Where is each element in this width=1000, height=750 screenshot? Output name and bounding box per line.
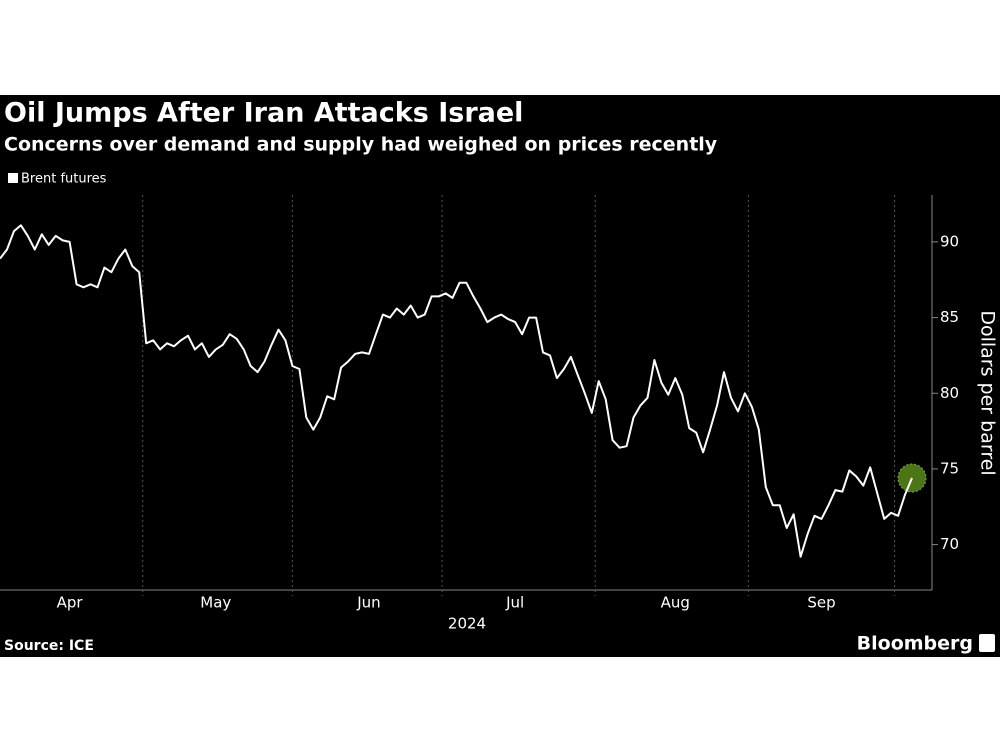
y-tick-label: 85: [940, 308, 959, 326]
y-axis-label: Dollars per barrel: [977, 310, 999, 475]
legend-label: Brent futures: [21, 172, 107, 187]
chart-subtitle: Concerns over demand and supply had weig…: [4, 134, 718, 156]
x-tick-label: Aug: [661, 594, 690, 612]
legend-swatch: [8, 173, 18, 183]
x-tick-label: Jul: [505, 594, 524, 612]
brand-logo: Bloomberg: [857, 633, 973, 655]
x-tick-label: Apr: [57, 594, 84, 612]
data-line: [0, 224, 913, 558]
y-tick-label: 70: [940, 535, 959, 553]
chart-background: [0, 95, 1000, 657]
x-tick-label: Sep: [807, 594, 835, 612]
y-tick-label: 80: [940, 384, 959, 402]
x-tick-label: Jun: [356, 594, 380, 612]
y-tick-label: 75: [940, 459, 959, 477]
x-axis-label: 2024: [448, 615, 486, 633]
x-tick-label: May: [200, 594, 231, 612]
brand-icon: [979, 634, 995, 652]
chart-title: Oil Jumps After Iran Attacks Israel: [4, 98, 523, 129]
source-note: Source: ICE: [4, 638, 94, 654]
y-tick-label: 90: [940, 232, 959, 250]
